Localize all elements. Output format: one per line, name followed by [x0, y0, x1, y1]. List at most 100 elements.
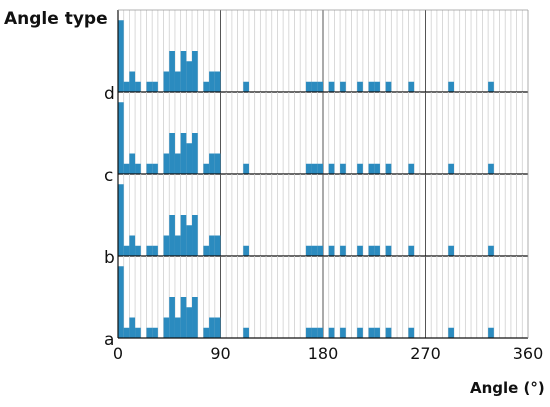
bar-b-110: [243, 245, 249, 256]
bar-b-60: [186, 225, 193, 256]
panel-label-c: c: [104, 166, 113, 186]
bar-b-210: [357, 245, 363, 256]
bar-b-290: [448, 245, 454, 256]
bar-a-225: [374, 327, 380, 338]
bar-d-80: [209, 71, 215, 92]
bar-c-195: [340, 163, 346, 174]
bar-c-25: [146, 163, 153, 174]
bar-c-170: [311, 163, 318, 174]
bar-b-30: [152, 245, 158, 256]
bar-c-5: [123, 163, 130, 174]
bar-c-45: [169, 133, 175, 174]
bar-b-185: [328, 245, 335, 256]
bar-d-235: [385, 81, 392, 92]
bar-b-165: [305, 245, 312, 256]
x-axis-label: Angle (°): [470, 379, 545, 397]
panel-a: a: [104, 256, 529, 350]
bar-b-170: [311, 245, 318, 256]
bar-d-15: [135, 81, 141, 92]
bar-c-40: [163, 153, 170, 174]
bar-a-220: [368, 327, 375, 338]
panel-b: b: [104, 174, 529, 268]
bar-c-165: [305, 163, 312, 174]
bar-b-325: [488, 245, 494, 256]
bar-b-25: [146, 245, 153, 256]
panel-label-a: a: [104, 330, 114, 350]
bar-a-10: [129, 317, 136, 338]
panel-c: c: [104, 92, 529, 186]
bar-d-60: [186, 61, 193, 92]
bar-d-255: [408, 81, 415, 92]
bar-b-195: [340, 245, 346, 256]
bar-b-75: [203, 245, 210, 256]
bar-d-325: [488, 81, 494, 92]
x-axis-ticks: 0 90 180 270 360: [113, 344, 543, 363]
bar-c-185: [328, 163, 335, 174]
bar-b-175: [317, 245, 323, 256]
bar-d-5: [123, 81, 130, 92]
bar-a-25: [146, 327, 153, 338]
bar-d-175: [317, 81, 323, 92]
bar-d-110: [243, 81, 249, 92]
bar-c-30: [152, 163, 158, 174]
bar-d-50: [174, 71, 181, 92]
bar-c-15: [135, 163, 141, 174]
bar-a-210: [357, 327, 363, 338]
bar-b-225: [374, 245, 380, 256]
bar-a-50: [174, 317, 181, 338]
bar-c-65: [192, 133, 198, 174]
bar-d-85: [214, 71, 221, 92]
bar-a-75: [203, 327, 210, 338]
bar-d-55: [180, 51, 187, 92]
bar-a-170: [311, 327, 318, 338]
bar-d-30: [152, 81, 158, 92]
bar-a-0: [118, 266, 124, 338]
panel-label-d: d: [104, 84, 115, 104]
bar-c-85: [214, 153, 221, 174]
bar-a-110: [243, 327, 249, 338]
y-axis-label: Angle type: [4, 9, 108, 29]
bar-c-0: [118, 102, 124, 174]
bar-c-75: [203, 163, 210, 174]
bar-a-60: [186, 307, 193, 338]
bar-c-80: [209, 153, 215, 174]
bar-c-220: [368, 163, 375, 174]
panel-label-b: b: [104, 248, 115, 268]
panels: d c b a: [104, 9, 529, 350]
bar-c-325: [488, 163, 494, 174]
bar-b-10: [129, 235, 136, 256]
bar-d-25: [146, 81, 153, 92]
bar-d-10: [129, 71, 136, 92]
bar-d-210: [357, 81, 363, 92]
bar-d-185: [328, 81, 335, 92]
bar-d-195: [340, 81, 346, 92]
bar-b-220: [368, 245, 375, 256]
bar-d-45: [169, 51, 175, 92]
bar-a-195: [340, 327, 346, 338]
bar-a-175: [317, 327, 323, 338]
bar-a-45: [169, 297, 175, 338]
bar-a-85: [214, 317, 221, 338]
bar-a-5: [123, 327, 130, 338]
bar-a-185: [328, 327, 335, 338]
bar-a-15: [135, 327, 141, 338]
panel-d: d: [104, 9, 529, 104]
bar-a-40: [163, 317, 170, 338]
bar-a-290: [448, 327, 454, 338]
x-tick-90: 90: [210, 344, 230, 363]
bar-c-10: [129, 153, 136, 174]
bar-a-165: [305, 327, 312, 338]
bar-d-290: [448, 81, 454, 92]
bar-b-40: [163, 235, 170, 256]
bar-c-235: [385, 163, 392, 174]
bar-d-165: [305, 81, 312, 92]
bar-d-170: [311, 81, 318, 92]
bar-c-175: [317, 163, 323, 174]
bar-d-65: [192, 51, 198, 92]
bar-b-85: [214, 235, 221, 256]
bar-a-30: [152, 327, 158, 338]
bar-a-55: [180, 297, 187, 338]
bar-b-55: [180, 215, 187, 256]
x-tick-0: 0: [113, 344, 123, 363]
